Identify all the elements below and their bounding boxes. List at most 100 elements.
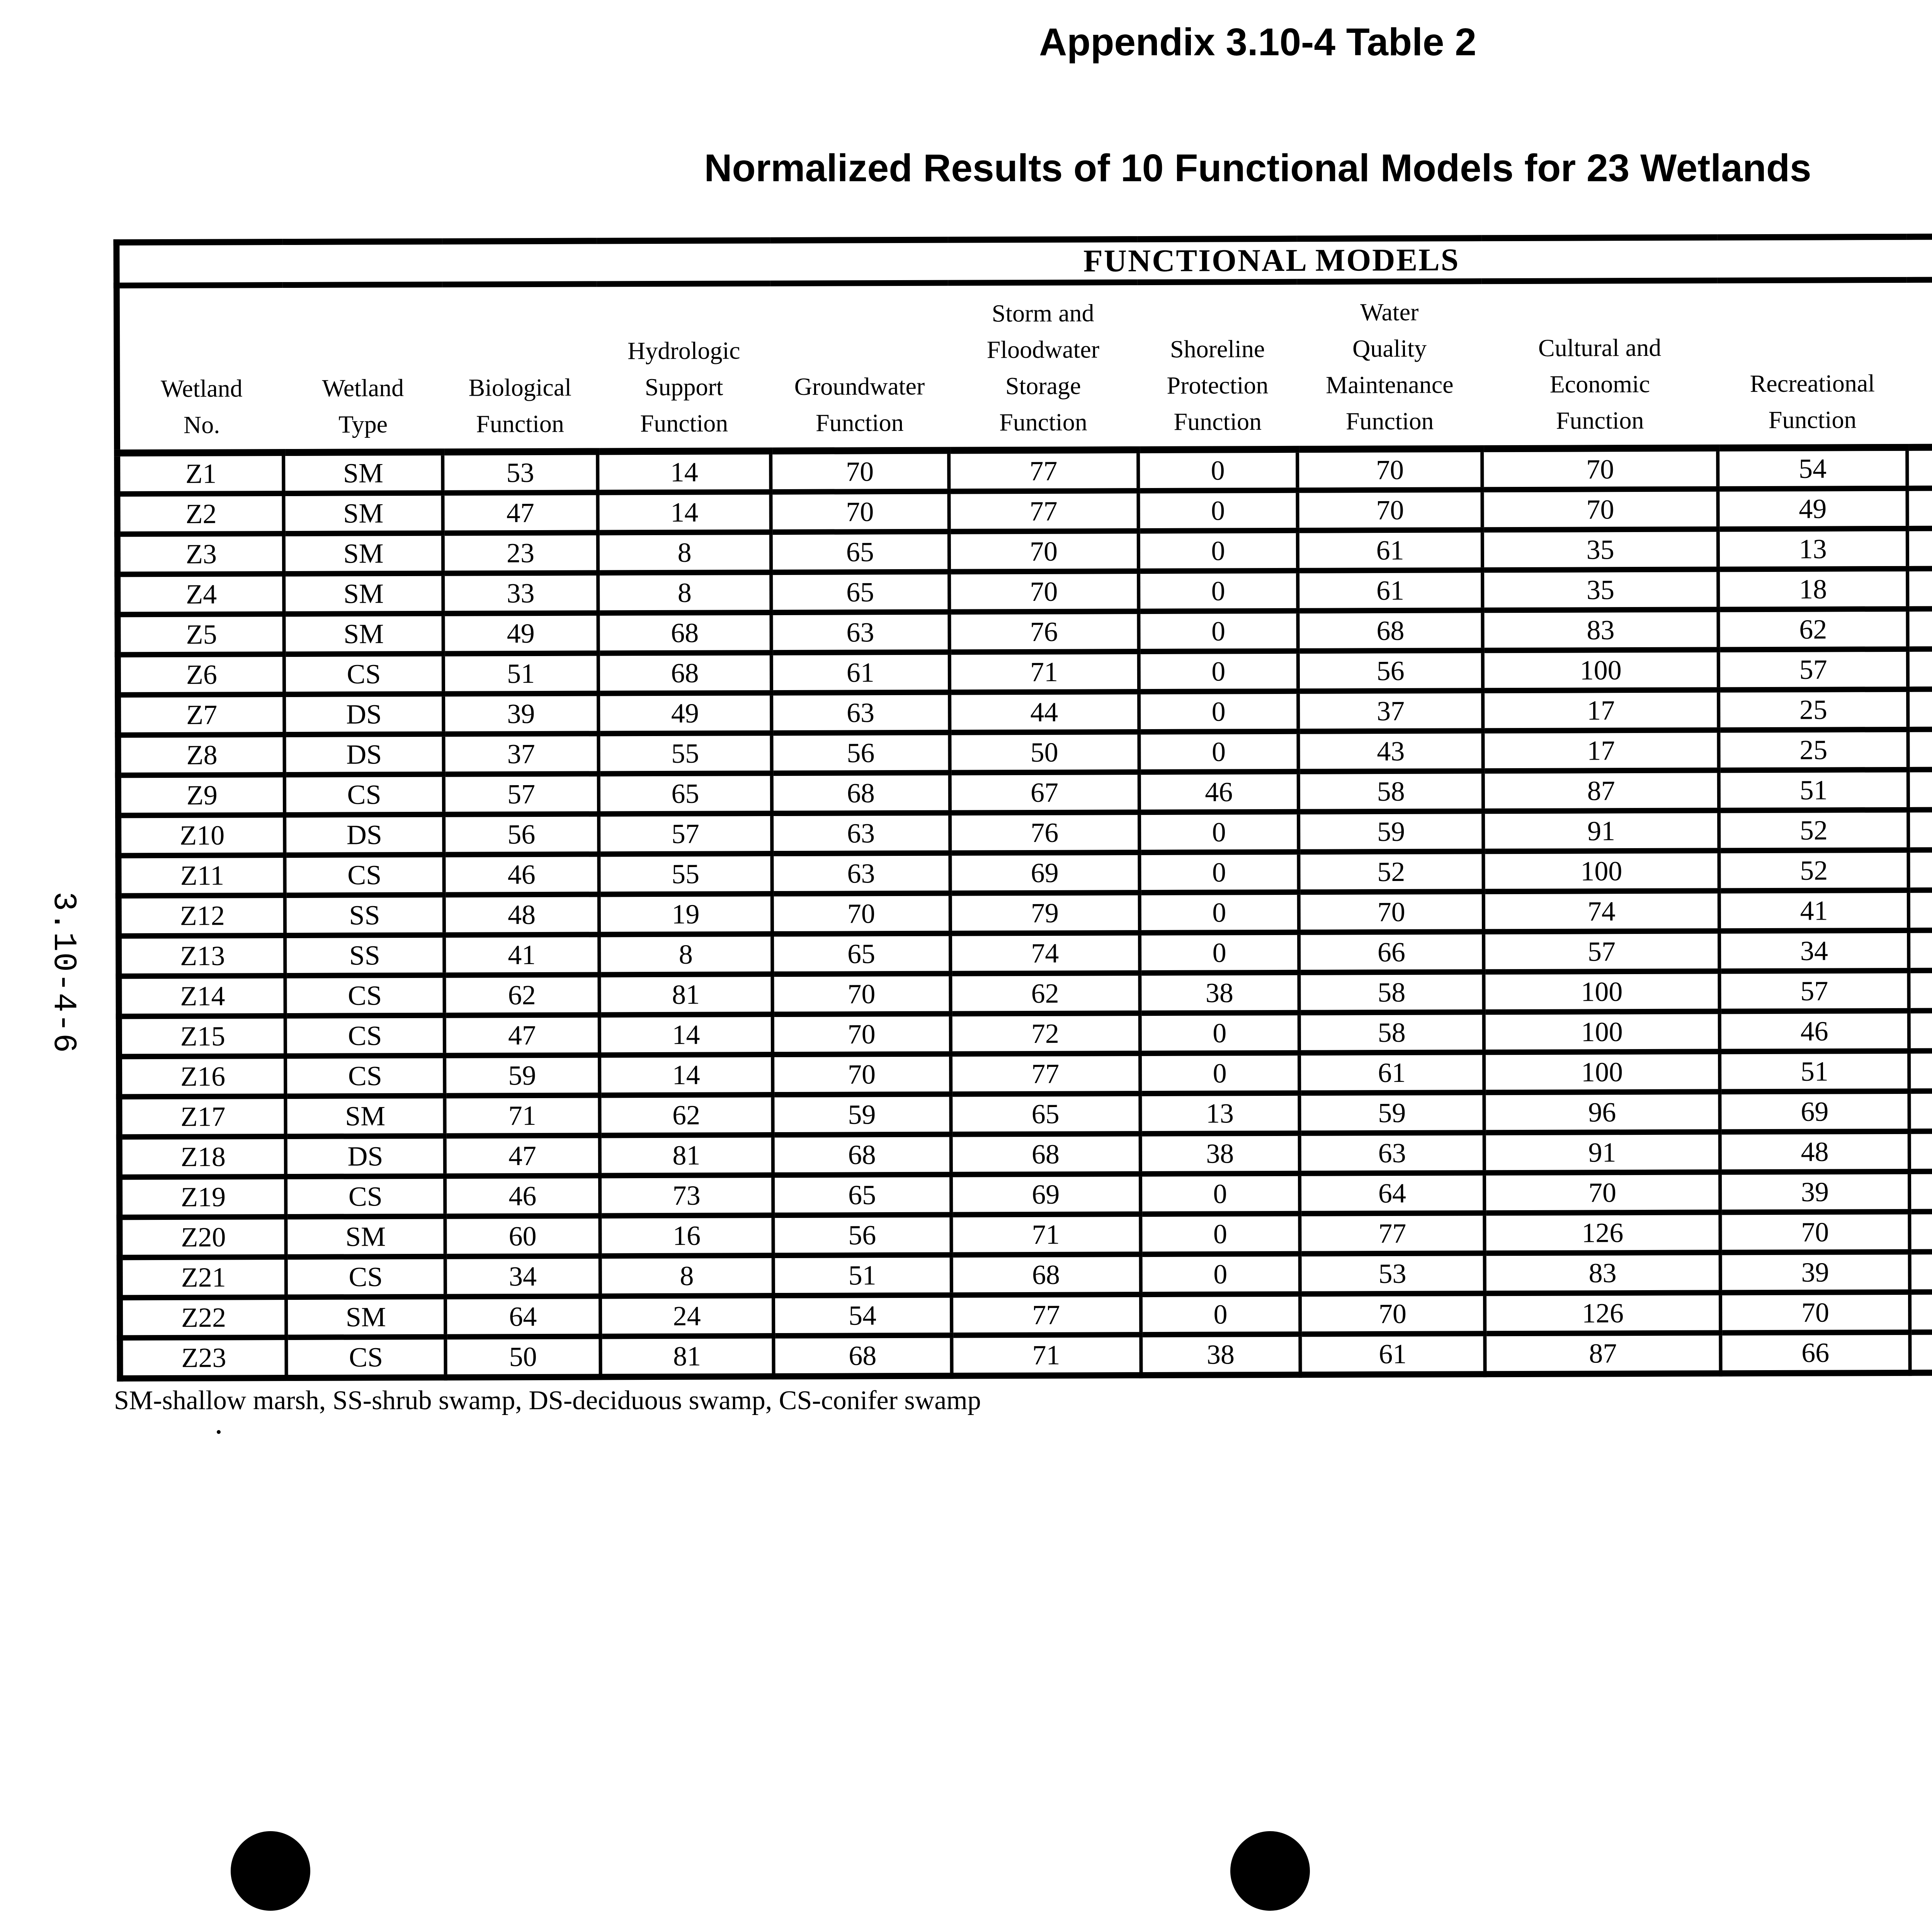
storm-floodwater-storage-function-cell: 68 xyxy=(951,1254,1141,1295)
wetland-type-cell: CS xyxy=(285,975,445,1016)
wetland-row-Z12: Z12SS4819707907074413247480 xyxy=(118,889,1932,936)
biological-function-cell: 50 xyxy=(446,1336,601,1378)
cultural-economic-function-cell: 100 xyxy=(1483,850,1719,892)
cultural-economic-function-cell: 87 xyxy=(1483,770,1719,811)
table-body: Z1SM5314707707070544618472Z2SM4714707707… xyxy=(117,446,1932,1379)
storm-floodwater-storage-function-cell: 77 xyxy=(949,450,1138,492)
cultural-economic-function-cell: 100 xyxy=(1484,1051,1720,1093)
wetland-type-cell: SM xyxy=(286,1296,446,1338)
groundwater-function-cell: 65 xyxy=(771,571,949,613)
page-number-side-label: 3.10-4-6 xyxy=(45,891,82,1054)
hydrologic-support-function-cell: 8 xyxy=(598,532,771,573)
storm-floodwater-storage-function-cell: 77 xyxy=(951,1053,1140,1094)
storm-floodwater-storage-function-cell: 62 xyxy=(950,973,1140,1014)
functional-models-table-wrapper: FUNCTIONAL MODELS Wetland No. Wetland Type B… xyxy=(113,232,1932,1382)
biological-function-cell: 49 xyxy=(443,613,599,654)
shoreline-protection-function-cell: 0 xyxy=(1138,530,1298,571)
wetland-row-Z13: Z13SS418657406657343247424 xyxy=(119,929,1932,976)
aesthetics-function-cell: 18 xyxy=(1907,568,1932,609)
column-header-aesthetics-function: AestheticsFunction xyxy=(1906,279,1932,447)
wetland-type-legend: SM-shallow marsh, SS-shrub swamp, DS-dec… xyxy=(114,1386,981,1415)
aesthetics-function-cell: 44 xyxy=(1909,1131,1932,1172)
functional-models-table: FUNCTIONAL MODELS Wetland No. Wetland Type B… xyxy=(113,232,1932,1382)
shoreline-protection-function-cell: 0 xyxy=(1138,449,1298,491)
wetland-no-cell: Z7 xyxy=(118,694,284,735)
groundwater-function-cell: 59 xyxy=(773,1094,951,1135)
water-quality-maintenance-function-cell: 53 xyxy=(1300,1253,1485,1294)
cultural-economic-function-cell: 35 xyxy=(1482,569,1719,611)
water-quality-maintenance-function-cell: 59 xyxy=(1299,1092,1485,1133)
biological-function-cell: 59 xyxy=(444,1055,600,1096)
recreational-function-cell: 57 xyxy=(1719,970,1909,1012)
aesthetics-function-cell: 49 xyxy=(1909,970,1932,1011)
shoreline-protection-function-cell: 0 xyxy=(1140,1053,1300,1094)
wetland-type-cell: SM xyxy=(285,1095,445,1137)
aesthetics-function-cell: 18 xyxy=(1908,729,1932,770)
water-quality-maintenance-function-cell: 68 xyxy=(1298,610,1483,651)
shoreline-protection-function-cell: 46 xyxy=(1139,771,1299,813)
wetland-type-cell: CS xyxy=(286,1176,446,1217)
wetland-no-cell: Z12 xyxy=(118,895,285,936)
column-header-shoreline-protection-function: Shoreline Protection Function xyxy=(1137,282,1298,450)
recreational-function-cell: 48 xyxy=(1720,1131,1910,1172)
recreational-function-cell: 51 xyxy=(1719,1051,1910,1092)
water-quality-maintenance-function-cell: 64 xyxy=(1299,1173,1485,1214)
groundwater-function-cell: 70 xyxy=(772,893,951,934)
water-quality-maintenance-function-cell: 58 xyxy=(1299,1012,1484,1053)
table-banner: FUNCTIONAL MODELS xyxy=(116,235,1932,286)
wetland-type-cell: SM xyxy=(284,613,444,655)
shoreline-protection-function-cell: 38 xyxy=(1140,1133,1300,1174)
water-quality-maintenance-function-cell: 59 xyxy=(1298,811,1484,852)
groundwater-function-cell: 70 xyxy=(772,973,951,1015)
wetland-no-cell: Z8 xyxy=(118,735,285,776)
aesthetics-function-cell: 49 xyxy=(1908,809,1932,850)
cultural-economic-function-cell: 35 xyxy=(1482,529,1718,570)
wetland-row-Z15: Z15CS47147072058100463947493 xyxy=(119,1009,1932,1057)
storm-floodwater-storage-function-cell: 70 xyxy=(949,531,1139,572)
column-header-hydrologic-support-function: Hydrologic Support Function xyxy=(597,283,771,452)
storm-floodwater-storage-function-cell: 77 xyxy=(951,1294,1141,1335)
wetland-row-Z21: Z21CS348516805383394965469 xyxy=(119,1250,1932,1298)
recreational-function-cell: 34 xyxy=(1719,930,1909,971)
storm-floodwater-storage-function-cell: 77 xyxy=(949,491,1138,532)
cultural-economic-function-cell: 126 xyxy=(1485,1293,1721,1334)
aesthetics-function-cell: 33 xyxy=(1908,769,1932,810)
hydrologic-support-function-cell: 68 xyxy=(598,653,772,694)
groundwater-function-cell: 65 xyxy=(772,933,951,975)
hydrologic-support-function-cell: 19 xyxy=(599,894,772,935)
water-quality-maintenance-function-cell: 56 xyxy=(1298,650,1483,691)
page-title: Appendix 3.10-4 Table 2 xyxy=(1039,20,1476,64)
recreational-function-cell: 13 xyxy=(1718,528,1908,570)
hydrologic-support-function-cell: 16 xyxy=(600,1215,774,1256)
wetland-no-cell: Z15 xyxy=(119,1016,286,1057)
recreational-function-cell: 41 xyxy=(1719,890,1909,931)
wetland-no-cell: Z2 xyxy=(117,493,284,534)
recreational-function-cell: 70 xyxy=(1720,1211,1910,1253)
storm-floodwater-storage-function-cell: 76 xyxy=(949,611,1139,652)
groundwater-function-cell: 68 xyxy=(772,772,950,814)
storm-floodwater-storage-function-cell: 79 xyxy=(950,893,1140,934)
hydrologic-support-function-cell: 55 xyxy=(598,733,772,774)
hydrologic-support-function-cell: 73 xyxy=(600,1175,774,1216)
wetland-no-cell: Z13 xyxy=(119,935,285,976)
groundwater-function-cell: 65 xyxy=(773,1174,951,1216)
storm-floodwater-storage-function-cell: 71 xyxy=(951,1335,1141,1376)
storm-floodwater-storage-function-cell: 69 xyxy=(951,1174,1141,1215)
column-header-cultural-economic-function: Cultural and Economic Function xyxy=(1481,280,1718,449)
wetland-row-Z5: Z5SM4968637606883625147567 xyxy=(117,607,1932,655)
cultural-economic-function-cell: 83 xyxy=(1483,609,1719,651)
biological-function-cell: 51 xyxy=(443,653,599,694)
cultural-economic-function-cell: 70 xyxy=(1482,448,1718,490)
wetland-type-cell: DS xyxy=(284,814,444,855)
wetland-type-cell: DS xyxy=(286,1136,445,1177)
biological-function-cell: 46 xyxy=(445,1175,600,1216)
wetland-row-Z3: Z3SM23865700613513180293 xyxy=(117,527,1932,575)
aesthetics-function-cell: 39 xyxy=(1909,1010,1932,1051)
cultural-economic-function-cell: 100 xyxy=(1483,650,1719,691)
storm-floodwater-storage-function-cell: 71 xyxy=(949,651,1139,692)
shoreline-protection-function-cell: 0 xyxy=(1140,1213,1300,1255)
hydrologic-support-function-cell: 68 xyxy=(598,612,772,653)
groundwater-function-cell: 63 xyxy=(772,813,950,854)
cultural-economic-function-cell: 17 xyxy=(1483,690,1719,731)
aesthetics-function-cell: 18 xyxy=(1908,689,1932,730)
